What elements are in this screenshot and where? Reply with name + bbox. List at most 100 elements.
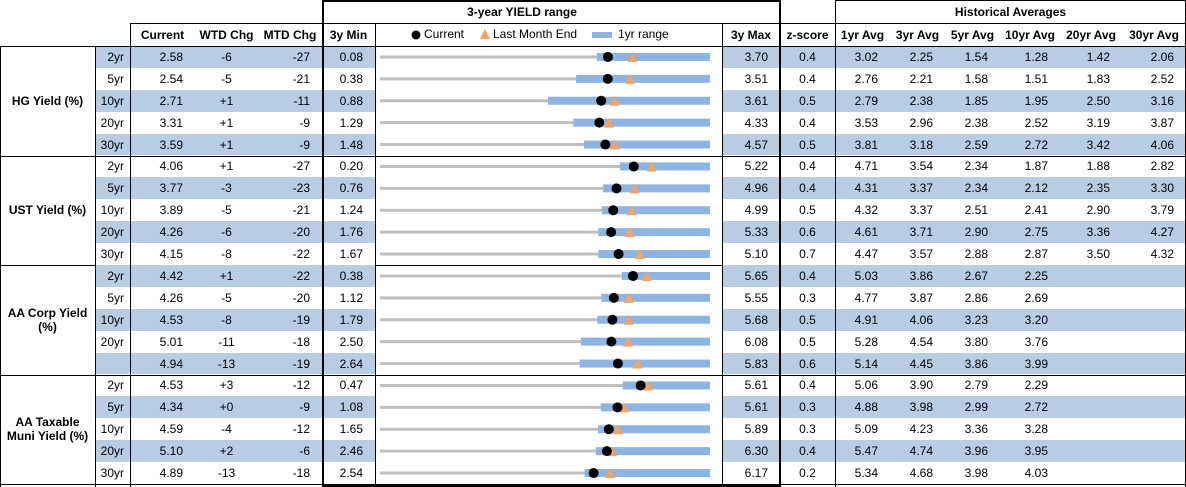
current: 3.59: [130, 133, 195, 156]
z-score: 0.4: [799, 71, 816, 86]
legend-label: Last Month End: [493, 27, 577, 41]
one-yr-range: [596, 52, 710, 61]
max-3y: 6.30: [722, 440, 780, 463]
legend-label: Current: [424, 27, 465, 41]
hist-avg: 2.79: [835, 89, 890, 112]
hist-avg: 3.96: [945, 440, 1000, 463]
hist-avg: 4.06: [890, 308, 945, 331]
hist-avg: [1122, 375, 1186, 397]
z-score: 0.6: [780, 221, 835, 244]
tenor: 5yr: [95, 177, 130, 200]
legend-lme-marker: [480, 29, 490, 39]
hist-avg: 2.96: [909, 115, 933, 130]
max-3y: 5.55: [744, 290, 768, 305]
tenor: 20yr: [100, 115, 124, 130]
legend-current-marker: [411, 30, 421, 40]
hist-avg: 2.38: [964, 115, 988, 130]
current-marker: [600, 139, 611, 150]
hist-avg: [1060, 440, 1122, 463]
hist-avg: 3.99: [1000, 352, 1060, 375]
hist-avg: 4.91: [835, 308, 890, 331]
hist-avg: 4.23: [909, 422, 933, 437]
hist-avg: 2.82: [1150, 159, 1174, 174]
tenor: 2yr: [95, 265, 130, 287]
wtd-chg: -13: [195, 352, 258, 375]
hist-avg: [1122, 308, 1186, 331]
current-marker: [613, 249, 624, 260]
hist-avg: 4.32: [854, 203, 878, 218]
mtd-chg: -18: [292, 466, 310, 481]
tenor: 30yr: [100, 466, 124, 481]
hist-avg: 3.36: [1060, 221, 1122, 244]
min-3y: 0.20: [339, 159, 363, 174]
border: [322, 0, 324, 487]
wtd-chg: +1: [195, 89, 258, 112]
mtd-chg: -18: [292, 334, 310, 349]
hist-avg: [1060, 375, 1122, 397]
min-3y: 0.76: [322, 177, 375, 200]
wtd-chg: -6: [195, 221, 258, 244]
wtd-chg: -13: [217, 466, 236, 481]
col-header: z-score: [786, 27, 829, 42]
hist-avg: 1.85: [945, 89, 1000, 112]
current-marker: [596, 95, 607, 106]
current-marker: [603, 424, 614, 435]
z-score: 0.4: [799, 378, 816, 393]
mtd-chg: -21: [292, 203, 310, 218]
hist-avg: 3.95: [1000, 440, 1060, 463]
hist-avg: 3.37: [890, 177, 945, 200]
max-3y: 5.22: [744, 159, 768, 174]
current-marker: [594, 117, 605, 128]
current: 4.15: [159, 247, 183, 262]
wtd-chg: -5: [221, 71, 232, 86]
z-score: 0.5: [780, 308, 835, 331]
z-score: 0.5: [799, 203, 816, 218]
last-month-end: [627, 51, 638, 62]
min-3y: 1.67: [339, 247, 363, 262]
current: 4.89: [159, 466, 183, 481]
max-3y: 5.89: [744, 422, 768, 437]
z-score: 0.5: [780, 89, 835, 112]
hist-avg: 2.34: [945, 177, 1000, 200]
border: [722, 23, 723, 487]
hist-avg: [1122, 440, 1186, 463]
range-chart: Current Last Month End 1yr range: [380, 27, 710, 479]
last-month-end: [609, 95, 620, 106]
hist-avg: 2.59: [945, 133, 1000, 156]
mtd-chg: -19: [258, 352, 322, 375]
min-3y: 1.12: [339, 290, 363, 305]
tenor: 10yr: [95, 89, 130, 112]
group-label: UST Yield (%): [8, 203, 87, 218]
one-yr-range: [597, 425, 710, 434]
hist-avg: 1.83: [1086, 71, 1110, 86]
wtd-chg: +1: [195, 133, 258, 156]
hist-avg: 4.54: [909, 334, 933, 349]
hist-avg: 5.34: [854, 466, 878, 481]
mtd-chg: -22: [258, 265, 322, 287]
tenor: 2yr: [107, 378, 124, 393]
hist-avg: 2.34: [964, 159, 988, 174]
hist-avg: 2.67: [945, 265, 1000, 287]
hist-avg: 2.35: [1060, 177, 1122, 200]
last-month-end: [641, 270, 652, 281]
hist-avg: 3.19: [1086, 115, 1110, 130]
current-marker: [627, 270, 638, 281]
wtd-chg: -5: [221, 290, 232, 305]
hist-avg: [1060, 308, 1122, 331]
min-3y: 1.76: [322, 221, 375, 244]
mtd-chg: -9: [258, 133, 322, 156]
hist-avg: 4.47: [854, 247, 878, 262]
mtd-chg: -19: [258, 308, 322, 331]
z-score: 0.4: [780, 440, 835, 463]
tenor: 20yr: [95, 221, 130, 244]
one-yr-range: [595, 447, 710, 456]
hist-avg: 2.38: [890, 89, 945, 112]
min-3y: 1.24: [339, 203, 363, 218]
hist-avg: 3.86: [945, 352, 1000, 375]
border: [0, 484, 1186, 485]
min-3y: 2.64: [322, 352, 375, 375]
tenor: 2yr: [107, 159, 124, 174]
current-marker: [612, 358, 623, 369]
hist-avg: [1060, 352, 1122, 375]
